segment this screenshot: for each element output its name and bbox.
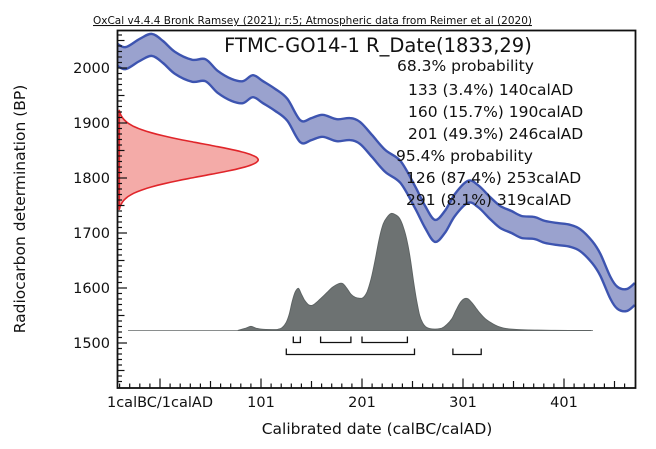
stats-line: 133 (3.4%) 140calAD [408,81,573,99]
clipped-layers [117,32,636,331]
x-axis-label: Calibrated date (calBC/calAD) [262,420,493,438]
range-bracket [452,348,482,356]
plot-title: FTMC-GO14-1 R_Date(1833,29) [224,34,532,57]
x-tick-label: 1calBC/1calAD [107,395,213,411]
stats-line: 291 (8.1%) 319calAD [406,191,571,209]
x-tick-label: 301 [449,395,477,411]
tick-labels: 1calBC/1calAD 101 201 301 401 2000 1900 1800 170… [73,61,578,411]
range-bracket [361,336,409,344]
range-brackets-68 [292,336,409,344]
x-tick-label: 201 [348,395,376,411]
calibration-band-lower-edge [117,54,636,313]
range-bracket [285,348,416,356]
y-tick-label: 1700 [73,226,110,242]
generated-chart-layers: 1calBC/1calAD 101 201 301 401 2000 1900 1800 170… [73,32,636,411]
range-bracket [292,336,302,344]
y-tick-label: 1900 [73,116,110,132]
range-brackets-95 [285,348,482,356]
stats-line: 95.4% probability [396,147,533,165]
credit-line: OxCal v4.4.4 Bronk Ramsey (2021); r:5; A… [93,15,532,27]
y-tick-label: 1600 [73,281,110,297]
stats-line: 160 (15.7%) 190calAD [408,103,583,121]
calibration-band-fill [117,33,635,312]
stats-line: 126 (87.4%) 253calAD [406,169,581,187]
range-bracket [319,336,352,344]
stats-line: 68.3% probability [397,57,534,75]
r-date-distribution [118,109,259,211]
y-tick-label: 1500 [73,336,110,352]
calibration-band-upper-edge [117,32,636,291]
probability-stats-block: 68.3% probability 133 (3.4%) 140calAD 16… [396,57,583,209]
y-tick-label: 1800 [73,171,110,187]
axis-ticks [118,34,626,388]
plot-frame [116,29,637,389]
y-axis-label: Radiocarbon determination (BP) [11,85,29,334]
stats-line: 201 (49.3%) 246calAD [408,125,583,143]
x-tick-label: 401 [550,395,578,411]
posterior-distribution [237,212,592,331]
y-tick-label: 2000 [73,61,110,77]
x-tick-label: 101 [247,395,275,411]
